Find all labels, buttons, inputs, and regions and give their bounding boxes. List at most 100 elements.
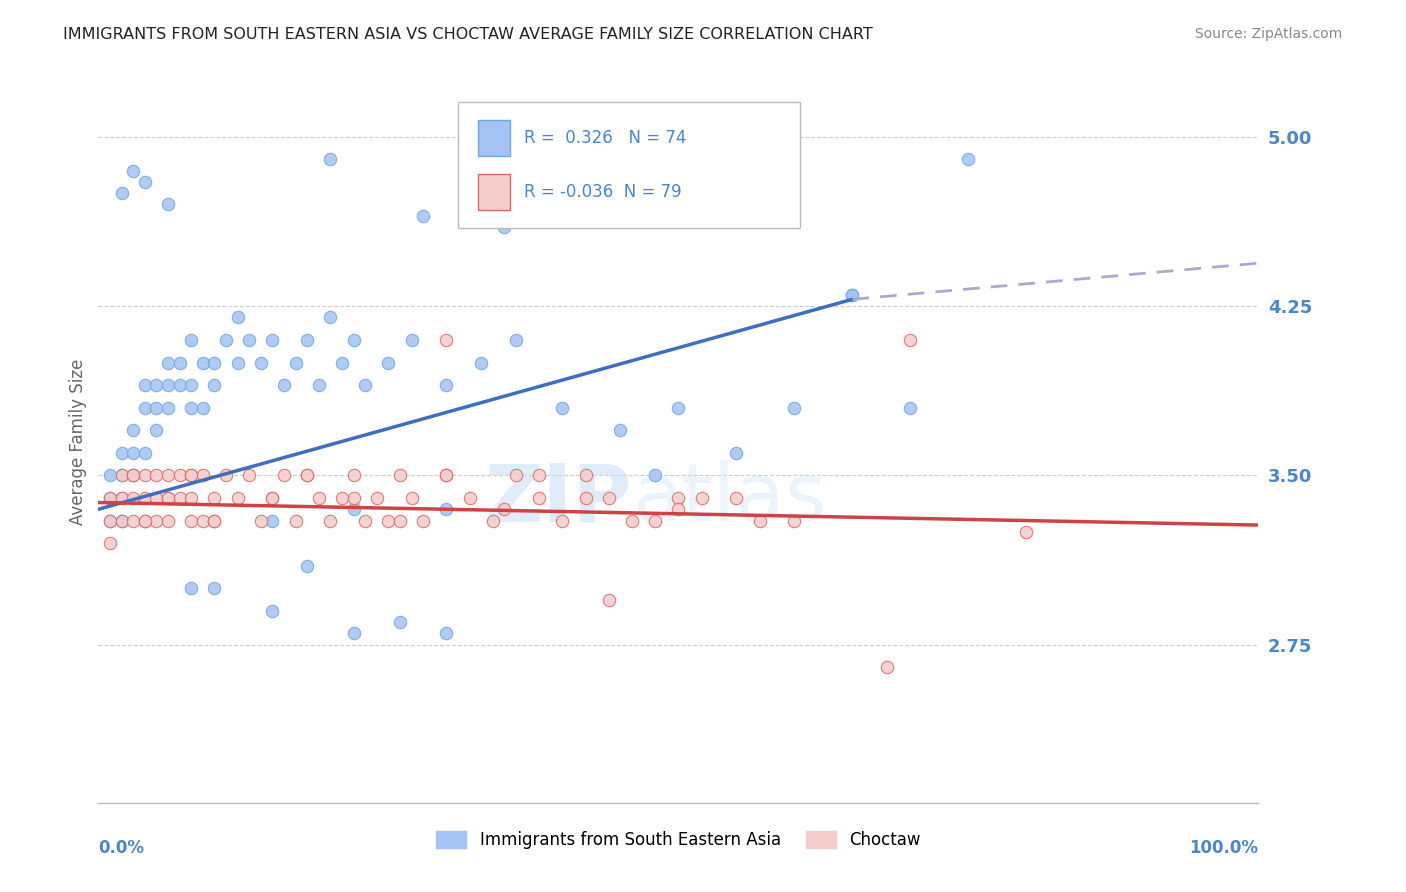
Point — [388, 514, 412, 528]
Point — [354, 514, 377, 528]
Point — [644, 468, 666, 483]
Point — [122, 446, 145, 460]
Point — [111, 468, 132, 483]
Point — [551, 514, 574, 528]
Point — [157, 514, 180, 528]
Point — [529, 468, 551, 483]
Point — [111, 186, 132, 201]
Point — [238, 333, 260, 347]
Point — [598, 491, 620, 505]
Point — [122, 468, 145, 483]
Point — [470, 355, 492, 369]
Point — [690, 491, 713, 505]
Point — [134, 401, 156, 415]
Point — [377, 355, 399, 369]
Point — [180, 468, 202, 483]
Point — [157, 491, 180, 505]
Point — [308, 491, 330, 505]
Point — [145, 378, 167, 392]
Text: atlas: atlas — [633, 460, 827, 539]
Point — [134, 378, 156, 392]
Point — [134, 491, 156, 505]
Point — [98, 491, 121, 505]
Point — [134, 175, 156, 189]
Point — [551, 401, 574, 415]
Point — [204, 514, 226, 528]
Point — [343, 502, 366, 516]
Point — [343, 626, 366, 640]
Point — [204, 491, 226, 505]
Point — [122, 491, 145, 505]
Point — [841, 287, 863, 301]
Point — [900, 401, 922, 415]
Point — [841, 287, 863, 301]
Point — [180, 582, 202, 596]
Point — [575, 468, 598, 483]
Point — [145, 491, 167, 505]
FancyBboxPatch shape — [478, 174, 510, 211]
Point — [111, 514, 132, 528]
Point — [505, 333, 527, 347]
Point — [458, 491, 481, 505]
Point — [401, 491, 423, 505]
Point — [377, 514, 399, 528]
Point — [169, 355, 191, 369]
Y-axis label: Average Family Size: Average Family Size — [69, 359, 87, 524]
Point — [343, 468, 366, 483]
Point — [169, 468, 191, 483]
Point — [297, 333, 319, 347]
Point — [297, 558, 319, 573]
Point — [748, 514, 770, 528]
Point — [157, 468, 180, 483]
Point — [297, 468, 319, 483]
Point — [262, 514, 284, 528]
Point — [204, 514, 226, 528]
Point — [145, 423, 167, 437]
Point — [436, 333, 458, 347]
Point — [111, 491, 132, 505]
Point — [388, 615, 412, 630]
Point — [494, 220, 516, 235]
Point — [319, 514, 342, 528]
Point — [494, 502, 516, 516]
Point — [250, 355, 273, 369]
Point — [609, 423, 631, 437]
Point — [284, 355, 307, 369]
Legend: Immigrants from South Eastern Asia, Choctaw: Immigrants from South Eastern Asia, Choc… — [430, 824, 927, 856]
Point — [330, 355, 353, 369]
Point — [157, 491, 180, 505]
Point — [122, 468, 145, 483]
Point — [122, 514, 145, 528]
Point — [122, 423, 145, 437]
Point — [157, 401, 180, 415]
Point — [957, 153, 980, 167]
Point — [145, 514, 167, 528]
Point — [180, 378, 202, 392]
Point — [598, 592, 620, 607]
Point — [98, 491, 121, 505]
Text: ZIP: ZIP — [485, 460, 633, 539]
Point — [284, 514, 307, 528]
Point — [273, 378, 295, 392]
Text: IMMIGRANTS FROM SOUTH EASTERN ASIA VS CHOCTAW AVERAGE FAMILY SIZE CORRELATION CH: IMMIGRANTS FROM SOUTH EASTERN ASIA VS CH… — [63, 27, 873, 42]
Point — [226, 355, 249, 369]
FancyBboxPatch shape — [458, 102, 800, 228]
Point — [1015, 524, 1038, 539]
Point — [226, 491, 249, 505]
Point — [529, 491, 551, 505]
Point — [412, 209, 434, 223]
Point — [876, 660, 898, 674]
Text: R = -0.036  N = 79: R = -0.036 N = 79 — [524, 183, 682, 202]
Text: 0.0%: 0.0% — [98, 838, 145, 857]
Point — [98, 536, 121, 550]
Point — [354, 378, 377, 392]
Point — [157, 355, 180, 369]
Point — [111, 446, 132, 460]
Point — [262, 604, 284, 618]
Point — [436, 468, 458, 483]
Point — [111, 491, 132, 505]
Point — [262, 333, 284, 347]
Point — [412, 514, 434, 528]
Point — [215, 468, 238, 483]
Point — [134, 468, 156, 483]
